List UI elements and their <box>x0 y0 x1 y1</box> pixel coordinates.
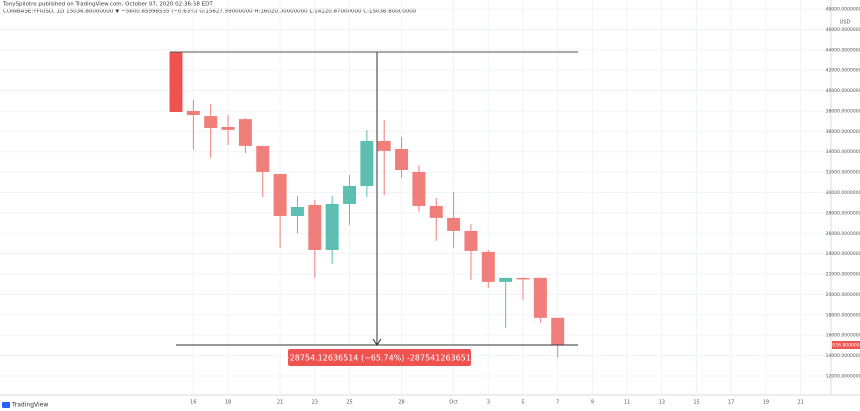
y-tick-label: 14000.00000000 <box>826 353 860 359</box>
y-tick-label: 34000.00000000 <box>826 149 860 155</box>
y-tick-label: 42000.00000000 <box>826 68 860 74</box>
y-tick-label: 12000.00000000 <box>826 373 860 379</box>
candle-body <box>516 277 530 280</box>
x-tick-label: 21 <box>797 400 803 406</box>
candle-body <box>290 206 304 216</box>
candle-body <box>533 277 547 318</box>
x-tick-label: 17 <box>728 400 734 406</box>
candle-body <box>308 204 322 250</box>
x-tick-label: Oct <box>449 400 458 406</box>
candle-body <box>360 140 374 186</box>
candle-body <box>499 277 513 282</box>
x-tick-label: 19 <box>763 400 769 406</box>
y-tick-label: 20000.00000000 <box>826 292 860 298</box>
currency: USD <box>840 20 851 26</box>
y-tick-label: 44000.00000000 <box>826 47 860 53</box>
last-price-label: 15036.80000000 <box>827 342 860 348</box>
x-tick-label: 11 <box>624 400 630 406</box>
header-line: TonySpilotro published on TradingView.co… <box>2 2 213 8</box>
y-tick-label: 48000.00000000 <box>826 7 860 13</box>
candle-body <box>169 51 183 112</box>
candle-body <box>447 217 461 231</box>
x-tick-label: 25 <box>346 400 352 406</box>
y-tick-label: 38000.00000000 <box>826 108 860 114</box>
y-tick-label: 36000.00000000 <box>826 129 860 135</box>
x-tick-label: 13 <box>659 400 665 406</box>
candle-body <box>256 145 270 172</box>
arrow-head <box>372 338 382 346</box>
candle-body <box>481 251 495 282</box>
measure-label: −28754.12636514 (−65.74%) -2875412636514 <box>283 353 476 362</box>
last-price-box <box>832 340 860 349</box>
y-tick-label: 28000.00000000 <box>826 210 860 216</box>
y-tick-label: 18000.00000000 <box>826 312 860 318</box>
x-tick-label: 16 <box>190 400 196 406</box>
x-tick-label: 5 <box>521 400 524 406</box>
grid <box>0 0 831 395</box>
candle-body <box>464 230 478 251</box>
x-tick-label: 28 <box>398 400 404 406</box>
candle-body <box>325 203 339 250</box>
y-tick-label: 30000.00000000 <box>826 190 860 196</box>
x-tick-label: 21 <box>277 400 283 406</box>
candle-body <box>186 110 200 116</box>
x-tick-label: 15 <box>693 400 699 406</box>
candle-body <box>377 140 391 151</box>
x-tick-label: 18 <box>225 400 231 406</box>
logo-icon <box>2 402 10 408</box>
candle-body <box>551 317 565 345</box>
symbol-line: COINBASE:YFIUSD, 1D 15036.80000000 ▼ −56… <box>3 9 417 15</box>
y-tick-label: 32000.00000000 <box>826 170 860 176</box>
measure-label-box <box>288 348 471 366</box>
y-tick-label: 16000.00000000 <box>826 333 860 339</box>
x-tick-label: 7 <box>556 400 559 406</box>
candle-body <box>204 116 218 128</box>
x-tick-label: 9 <box>591 400 594 406</box>
y-tick-label: 22000.00000000 <box>826 272 860 278</box>
candle-body <box>238 119 252 146</box>
x-tick-label: 3 <box>487 400 490 406</box>
y-tick-label: 26000.00000000 <box>826 231 860 237</box>
candle-body <box>273 173 287 216</box>
candle-body <box>412 171 426 206</box>
candle-body <box>429 205 443 218</box>
y-tick-label: 40000.00000000 <box>826 88 860 94</box>
x-tick-label: 23 <box>312 400 318 406</box>
y-tick-label: 46000.00000000 <box>826 27 860 33</box>
candle-body <box>343 185 356 204</box>
y-tick-label: 24000.00000000 <box>826 251 860 257</box>
footer-brand: TradingView <box>11 402 48 409</box>
candle-body <box>221 126 235 130</box>
candle-body <box>395 148 409 170</box>
